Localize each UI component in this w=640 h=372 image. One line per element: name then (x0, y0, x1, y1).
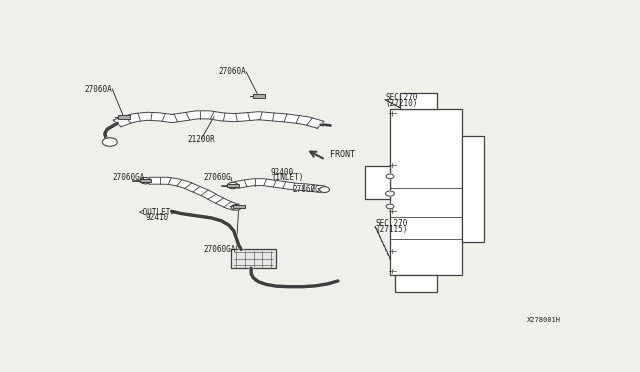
Text: (27210): (27210) (385, 99, 417, 108)
Text: 27060GA: 27060GA (112, 173, 145, 182)
Circle shape (231, 205, 241, 210)
Text: 92410: 92410 (145, 214, 168, 222)
Bar (231, 250, 276, 268)
Circle shape (319, 187, 330, 192)
Polygon shape (233, 205, 244, 208)
Bar (400, 93, 437, 109)
Text: 27060A: 27060A (218, 67, 246, 76)
Circle shape (386, 204, 394, 209)
Circle shape (385, 191, 394, 196)
Polygon shape (113, 111, 324, 128)
Polygon shape (140, 179, 152, 182)
Text: <OUTLET>: <OUTLET> (138, 208, 175, 217)
Polygon shape (150, 177, 239, 211)
Text: 92400: 92400 (271, 168, 294, 177)
Circle shape (386, 174, 394, 179)
Text: X278001H: X278001H (527, 317, 561, 323)
Circle shape (102, 138, 117, 146)
Bar (462, 136, 484, 242)
Text: 27060G: 27060G (204, 173, 231, 182)
Polygon shape (234, 179, 324, 193)
Polygon shape (253, 94, 264, 98)
Text: 27060A: 27060A (84, 84, 112, 93)
Polygon shape (118, 115, 129, 119)
Text: (INLET): (INLET) (271, 173, 303, 182)
Text: 27060GA: 27060GA (204, 245, 236, 254)
Text: 21200R: 21200R (188, 135, 216, 144)
Bar (390, 109, 462, 275)
Text: SEC.270: SEC.270 (375, 219, 408, 228)
Polygon shape (227, 184, 239, 187)
Bar (395, 275, 437, 292)
Text: (27115): (27115) (375, 225, 408, 234)
Bar (365, 166, 390, 199)
Text: FRONT: FRONT (330, 150, 355, 160)
Text: SEC.270: SEC.270 (385, 93, 417, 102)
Text: 27060G: 27060G (293, 185, 321, 194)
Circle shape (227, 182, 238, 189)
Circle shape (140, 177, 151, 184)
